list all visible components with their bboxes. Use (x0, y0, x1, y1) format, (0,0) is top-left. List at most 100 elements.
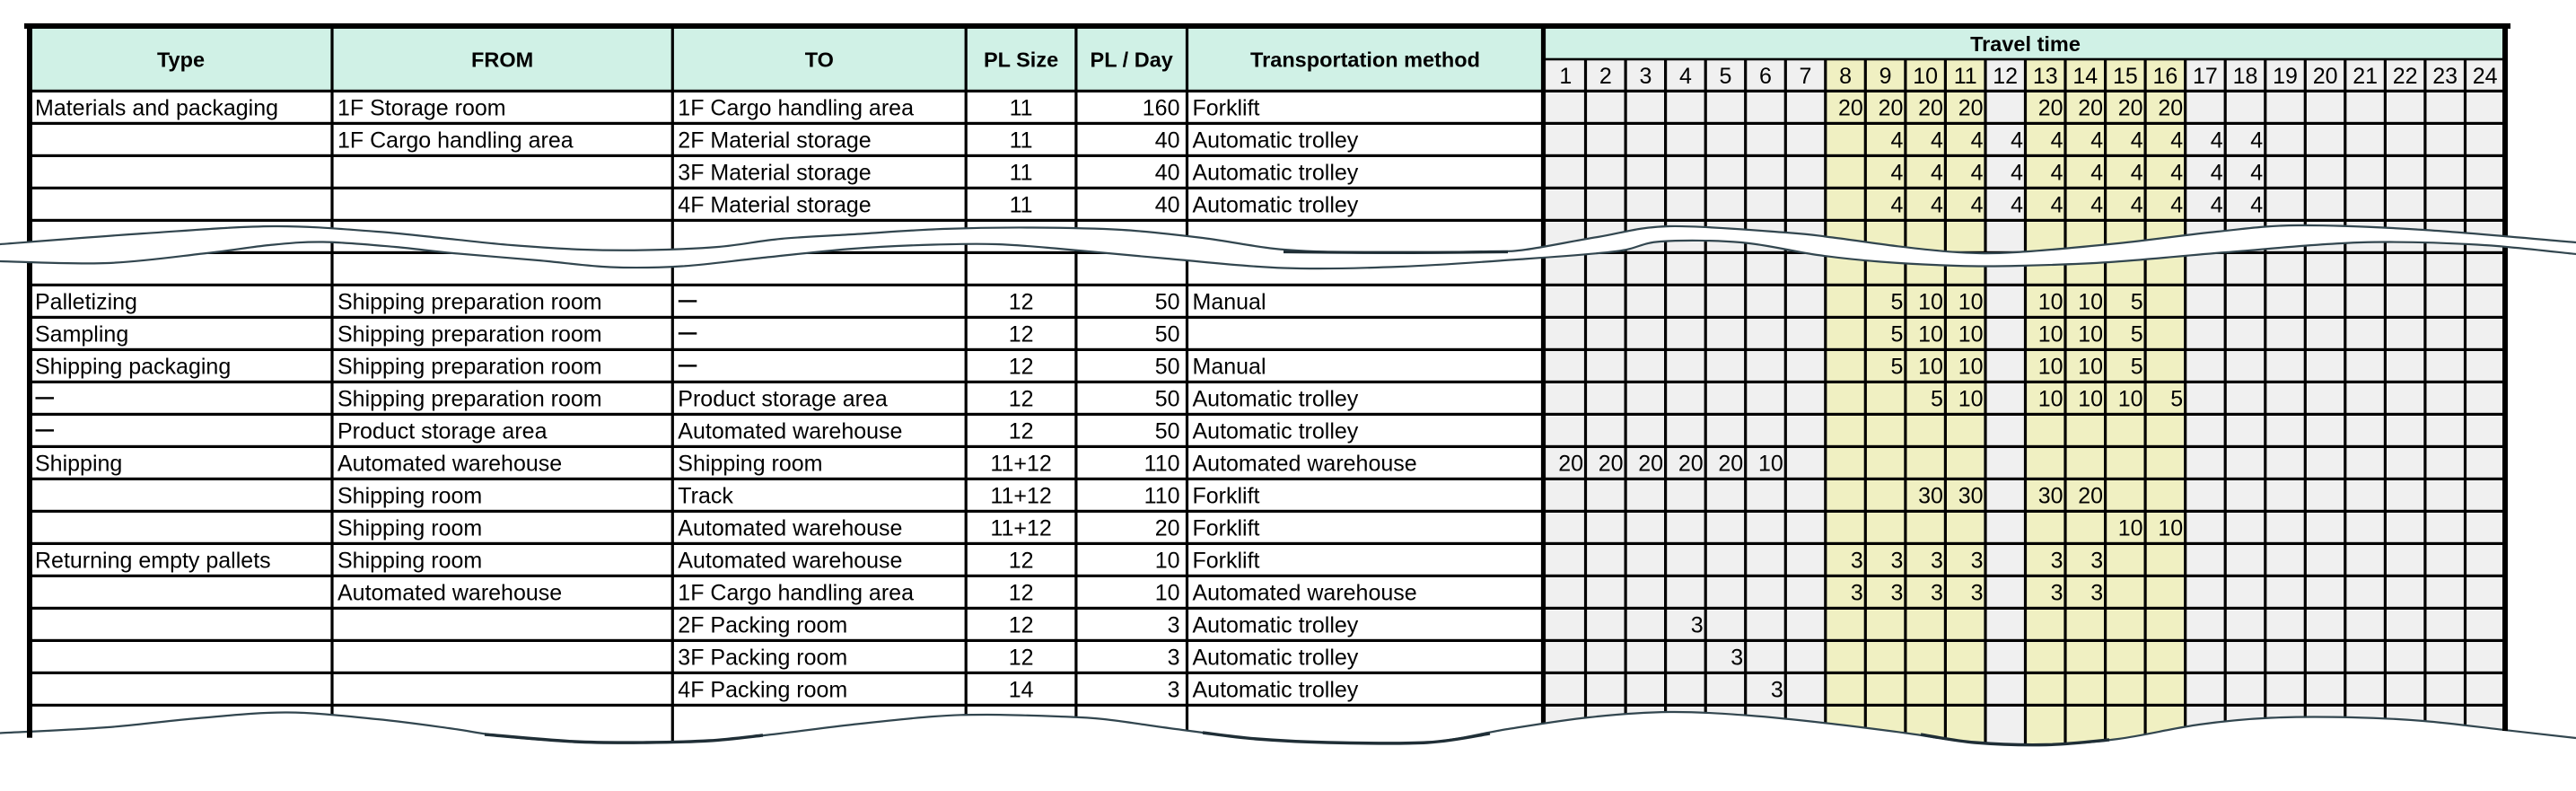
svg-text:PL / Day: PL / Day (1091, 48, 1173, 72)
svg-text:4: 4 (1679, 64, 1692, 89)
svg-text:4: 4 (1931, 127, 1943, 153)
svg-text:50: 50 (1155, 289, 1180, 314)
svg-text:Automatic trolley: Automatic trolley (1193, 192, 1359, 217)
svg-text:5: 5 (1931, 386, 1943, 411)
svg-text:Shipping packaging: Shipping packaging (35, 354, 231, 379)
svg-text:5: 5 (1890, 321, 1903, 347)
svg-text:4: 4 (2090, 192, 2103, 217)
svg-text:5: 5 (1719, 64, 1731, 89)
svg-text:Shipping preparation room: Shipping preparation room (337, 354, 602, 379)
svg-text:3: 3 (2051, 580, 2063, 605)
svg-text:Returning empty pallets: Returning empty pallets (35, 548, 271, 573)
svg-text:3: 3 (1771, 677, 1783, 702)
svg-text:3F Packing room: 3F Packing room (678, 645, 847, 670)
svg-text:1F Cargo handling area: 1F Cargo handling area (337, 127, 574, 153)
svg-text:3: 3 (1168, 645, 1180, 670)
svg-text:12: 12 (1009, 289, 1034, 314)
svg-text:12: 12 (1009, 580, 1034, 605)
svg-text:Shipping room: Shipping room (337, 548, 482, 573)
svg-text:50: 50 (1155, 354, 1180, 379)
svg-text:Automated warehouse: Automated warehouse (678, 548, 902, 573)
svg-text:4: 4 (1931, 192, 1943, 217)
svg-text:20: 20 (1879, 95, 1904, 120)
svg-text:Shipping preparation room: Shipping preparation room (337, 386, 602, 411)
svg-text:20: 20 (1958, 95, 1984, 120)
svg-text:10: 10 (1958, 354, 1984, 379)
svg-text:Sampling: Sampling (35, 321, 128, 347)
svg-text:11+12: 11+12 (990, 483, 1051, 508)
svg-text:10: 10 (2038, 289, 2063, 314)
svg-text:11: 11 (1010, 192, 1033, 217)
svg-text:20: 20 (1599, 451, 1624, 476)
svg-text:40: 40 (1155, 192, 1180, 217)
svg-text:7: 7 (1800, 64, 1812, 89)
svg-text:5: 5 (1890, 354, 1903, 379)
svg-text:Travel time: Travel time (1970, 32, 2081, 56)
svg-text:5: 5 (1890, 289, 1903, 314)
svg-text:Shipping room: Shipping room (337, 483, 482, 508)
svg-text:9: 9 (1879, 64, 1892, 89)
svg-text:Automatic trolley: Automatic trolley (1193, 127, 1359, 153)
svg-text:4: 4 (1890, 127, 1903, 153)
svg-text:12: 12 (1009, 418, 1034, 444)
svg-text:3: 3 (2090, 580, 2103, 605)
svg-text:4: 4 (2051, 127, 2063, 153)
svg-text:10: 10 (1958, 321, 1984, 347)
svg-text:Automatic trolley: Automatic trolley (1193, 386, 1359, 411)
svg-text:Product storage area: Product storage area (678, 386, 888, 411)
svg-text:20: 20 (2038, 95, 2063, 120)
svg-text:3: 3 (1971, 580, 1984, 605)
svg-text:50: 50 (1155, 321, 1180, 347)
svg-text:17: 17 (2193, 64, 2218, 89)
svg-text:10: 10 (1918, 321, 1943, 347)
svg-text:3: 3 (1168, 612, 1180, 637)
svg-text:11+12: 11+12 (990, 515, 1051, 541)
svg-text:Automated warehouse: Automated warehouse (337, 451, 562, 476)
svg-text:Manual: Manual (1193, 354, 1266, 379)
svg-text:20: 20 (1918, 95, 1943, 120)
svg-text:12: 12 (1009, 612, 1034, 637)
svg-text:110: 110 (1144, 451, 1180, 476)
svg-text:20: 20 (2078, 483, 2103, 508)
svg-text:14: 14 (1009, 677, 1034, 702)
svg-text:10: 10 (2118, 386, 2143, 411)
svg-text:Automatic trolley: Automatic trolley (1193, 612, 1359, 637)
svg-text:20: 20 (2313, 64, 2338, 89)
svg-text:19: 19 (2273, 64, 2298, 89)
svg-text:4F Packing room: 4F Packing room (678, 677, 847, 702)
svg-text:20: 20 (1718, 451, 1743, 476)
svg-text:4: 4 (2211, 160, 2223, 185)
svg-text:Shipping room: Shipping room (337, 515, 482, 541)
svg-text:12: 12 (1009, 354, 1034, 379)
svg-text:3: 3 (1851, 580, 1863, 605)
svg-text:20: 20 (1155, 515, 1180, 541)
svg-text:3: 3 (1931, 580, 1943, 605)
svg-text:Type: Type (157, 48, 205, 72)
svg-text:21: 21 (2353, 64, 2378, 89)
svg-text:160: 160 (1143, 95, 1180, 120)
svg-text:5: 5 (2131, 289, 2143, 314)
svg-text:1F Cargo handling area: 1F Cargo handling area (678, 580, 914, 605)
svg-text:4: 4 (1971, 192, 1984, 217)
svg-text:Automatic trolley: Automatic trolley (1193, 645, 1359, 670)
svg-text:50: 50 (1155, 418, 1180, 444)
svg-text:4: 4 (2090, 160, 2103, 185)
svg-text:10: 10 (1918, 354, 1943, 379)
svg-text:Forklift: Forklift (1193, 548, 1260, 573)
svg-text:20: 20 (2078, 95, 2103, 120)
svg-text:Forklift: Forklift (1193, 515, 1260, 541)
svg-text:3: 3 (2051, 548, 2063, 573)
svg-text:20: 20 (2158, 95, 2183, 120)
svg-text:15: 15 (2113, 64, 2138, 89)
svg-text:Palletizing: Palletizing (35, 289, 137, 314)
svg-text:Automated warehouse: Automated warehouse (678, 515, 902, 541)
svg-text:12: 12 (1993, 64, 2018, 89)
svg-text:22: 22 (2393, 64, 2418, 89)
svg-text:4: 4 (2131, 127, 2143, 153)
svg-text:TO: TO (805, 48, 834, 72)
svg-text:3: 3 (1168, 677, 1180, 702)
svg-text:3: 3 (1851, 548, 1863, 573)
svg-text:3: 3 (1890, 548, 1903, 573)
svg-text:6: 6 (1759, 64, 1772, 89)
svg-text:20: 20 (1638, 451, 1663, 476)
